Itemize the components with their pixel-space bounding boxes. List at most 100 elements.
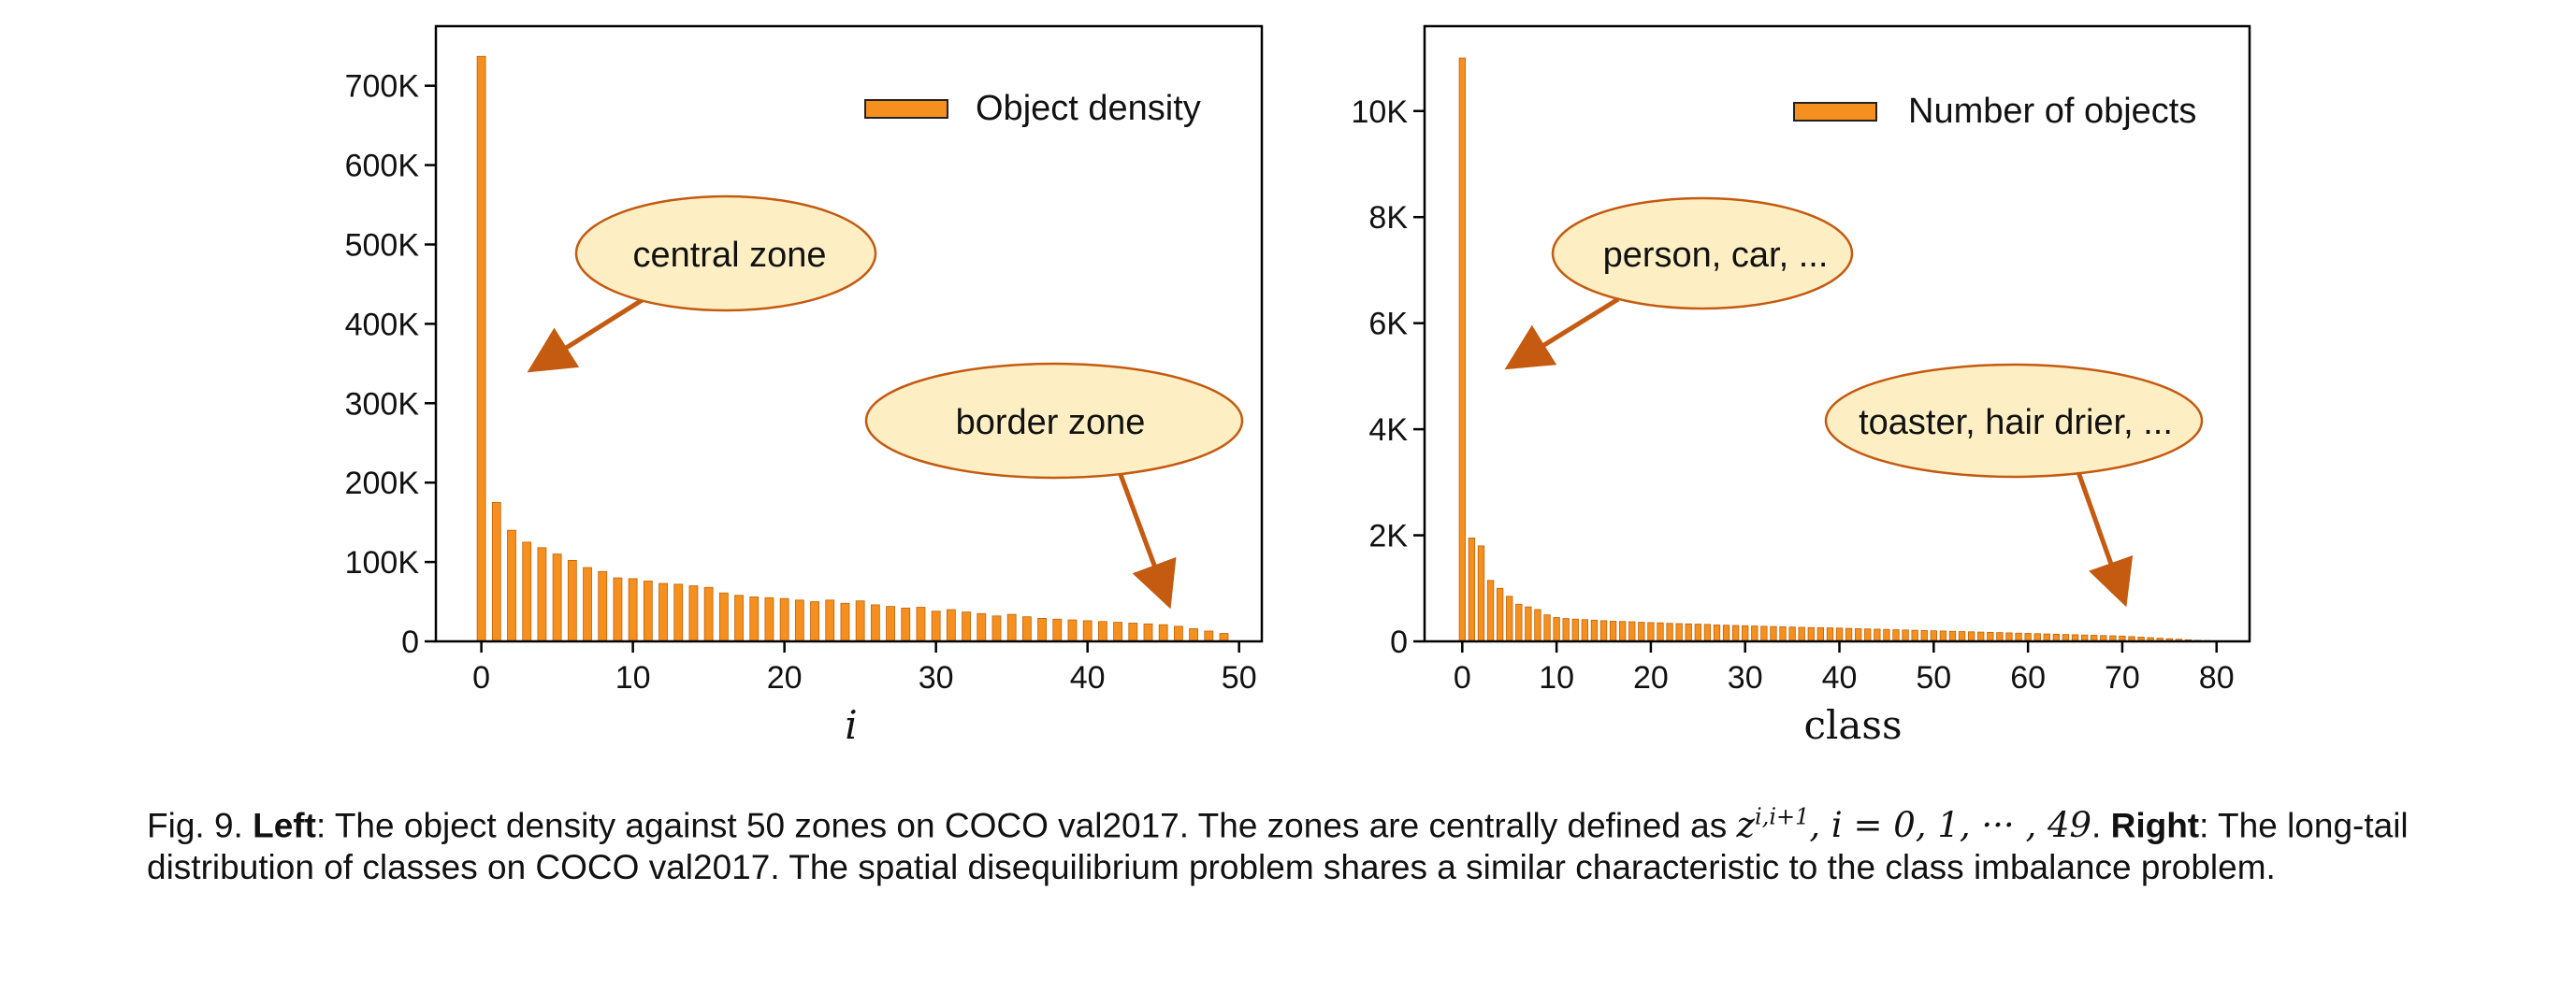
right-legend: Number of objects <box>1793 92 2196 131</box>
toaster-label: toaster, hair drier, ... <box>1859 403 2173 442</box>
right-bar <box>1883 628 1890 642</box>
right-bar <box>1515 603 1523 642</box>
left-bar <box>1143 623 1153 642</box>
right-bar <box>1902 629 1909 642</box>
left-bar <box>1173 625 1183 642</box>
caption-zone-range: , i = 0, 1, ··· , 49 <box>1809 805 2092 846</box>
right-bar <box>2005 632 2013 642</box>
left-bar <box>1021 616 1032 642</box>
left-bar <box>810 601 819 642</box>
right-bar <box>1977 631 1985 642</box>
left-y-tick-label: 600K <box>345 149 420 184</box>
central-zone-arrow <box>527 296 645 373</box>
left-bar <box>794 599 804 642</box>
left-x-axis: 0 10 20 30 40 50 <box>472 641 1257 696</box>
right-bar <box>1722 625 1730 642</box>
right-bar <box>1543 614 1551 642</box>
right-bar <box>1657 622 1664 642</box>
right-bar <box>1892 629 1900 642</box>
right-x-axis: 0 10 20 30 40 50 60 70 80 <box>1454 641 2235 696</box>
right-bar <box>1855 627 1862 642</box>
caption-right-label: Right <box>2110 806 2200 845</box>
toaster-arrow <box>2076 471 2134 608</box>
left-bars <box>476 55 1229 642</box>
caption-left-label: Left <box>253 806 316 845</box>
right-bar <box>1826 627 1834 642</box>
left-x-tick-label: 30 <box>919 660 954 696</box>
caption-fig-label: Fig. 9. <box>147 806 243 845</box>
right-bar <box>1751 625 1758 642</box>
left-bar <box>779 597 789 642</box>
left-bar <box>962 611 971 642</box>
left-plot-frame <box>434 24 1264 643</box>
left-bar <box>598 570 608 642</box>
right-y-tick-label: 2K <box>1368 519 1408 554</box>
right-bar <box>1930 630 1937 642</box>
left-bar <box>703 586 714 642</box>
left-bar <box>991 615 1002 642</box>
right-bar <box>1590 619 1599 642</box>
right-bar <box>1807 626 1815 642</box>
person-car-arrow <box>1504 296 1620 370</box>
left-bar <box>855 600 865 642</box>
right-x-tick-label: 30 <box>1728 660 1763 696</box>
left-bar <box>1082 620 1093 642</box>
left-bar <box>491 502 501 642</box>
right-bars <box>1458 57 2211 642</box>
right-bar <box>1628 621 1636 642</box>
right-bar <box>1562 618 1570 642</box>
left-bar <box>977 612 987 642</box>
figure-caption: Fig. 9. Left: The object density against… <box>147 797 2485 888</box>
right-y-axis: 0 2K 4K 6K 8K 10K <box>1352 94 1425 660</box>
central-zone-bubble <box>574 194 877 312</box>
right-x-tick-label: 70 <box>2105 660 2140 696</box>
left-bar <box>1158 624 1168 642</box>
right-bar <box>1647 622 1655 642</box>
right-x-tick-label: 20 <box>1633 660 1669 696</box>
right-bar <box>1506 596 1513 642</box>
left-legend-swatch <box>864 99 948 119</box>
left-legend-label: Object density <box>976 89 1201 128</box>
right-bar <box>1458 57 1466 642</box>
left-y-axis: 0 100K 200K 300K 400K 500K 600K 700K <box>345 69 436 660</box>
right-y-tick-label: 0 <box>1390 625 1408 660</box>
caption-zone-superscript: i,i+1 <box>1755 804 1810 830</box>
left-bar <box>1052 618 1063 642</box>
right-bar <box>1703 624 1712 642</box>
right-bar <box>1619 621 1627 642</box>
left-bar <box>476 55 486 642</box>
right-bar <box>1987 631 1994 642</box>
border-zone-arrow <box>1117 471 1177 610</box>
left-bar <box>1128 623 1138 642</box>
left-bar <box>825 599 835 642</box>
right-bar <box>1694 624 1701 642</box>
left-bar <box>1189 628 1198 642</box>
right-bar <box>1967 631 1975 642</box>
left-bar <box>507 529 516 642</box>
right-bar <box>1770 625 1777 642</box>
right-y-tick-label: 10K <box>1352 94 1409 130</box>
right-bar <box>1486 580 1495 642</box>
right-y-tick-label: 6K <box>1368 307 1408 342</box>
right-bar <box>1760 625 1768 642</box>
right-x-tick-label: 10 <box>1539 660 1574 696</box>
right-x-tick-label: 0 <box>1454 660 1471 696</box>
toaster-bubble <box>1824 363 2204 479</box>
left-bar <box>931 611 941 642</box>
left-bar <box>886 606 895 642</box>
right-bar <box>1920 629 1928 642</box>
right-x-tick-label: 40 <box>1822 660 1858 696</box>
caption-zone-symbol: zi,i+1, i = 0, 1, ··· , 49 <box>1737 804 2092 846</box>
toaster-callout: toaster, hair drier, ... <box>1824 363 2204 608</box>
person-car-label: person, car, ... <box>1603 236 1829 275</box>
right-bar <box>1835 627 1844 642</box>
border-zone-bubble <box>864 362 1244 480</box>
right-bar <box>2015 632 2022 642</box>
border-zone-callout: border zone <box>864 362 1244 610</box>
left-y-tick-label: 500K <box>345 227 420 263</box>
right-bar <box>1713 625 1721 642</box>
right-y-tick-label: 8K <box>1368 200 1408 236</box>
left-x-tick-label: 0 <box>472 660 490 696</box>
left-x-tick-label: 20 <box>767 660 803 696</box>
right-y-tick-label: 4K <box>1368 412 1408 448</box>
